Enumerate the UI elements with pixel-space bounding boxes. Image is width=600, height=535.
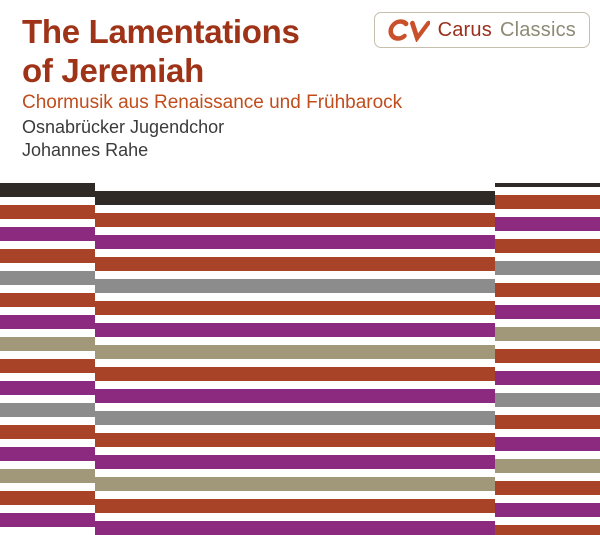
stripe-red [0,249,95,263]
stripe-purple [0,315,95,329]
stripe-purple [95,389,495,403]
title-line-2: of Jeremiah [22,52,204,89]
stripe-purple [495,437,600,451]
stripe-olive [0,337,95,351]
stripe-column-right [495,183,600,535]
stripe-red [495,239,600,253]
stripe-purple [495,217,600,231]
cv-monogram-icon [386,18,430,42]
stripe-dark [95,191,495,205]
stripe-red [95,301,495,315]
album-title: The Lamentations of Jeremiah [22,12,300,90]
stripe-gray [495,393,600,407]
stripe-column-left [0,183,95,535]
stripe-dark [0,183,95,197]
stripe-purple [95,235,495,249]
stripe-red [0,359,95,373]
stripe-red [495,349,600,363]
stripe-purple [95,323,495,337]
stripe-red [95,367,495,381]
stripe-red [95,433,495,447]
stripe-red [0,491,95,505]
logo-series-text: Classics [499,18,576,41]
stripe-olive [95,477,495,491]
stripe-gray [495,261,600,275]
stripe-purple [495,503,600,517]
carus-classics-logo: Carus Classics [373,12,590,48]
stripe-red [495,195,600,209]
stripe-olive [495,327,600,341]
stripe-purple [0,447,95,461]
stripe-olive [95,345,495,359]
stripe-purple [0,513,95,527]
stripe-red [95,213,495,227]
stripe-purple [495,371,600,385]
stripe-gray [95,411,495,425]
stripe-red [495,481,600,495]
logo-brand-text: Carus [437,18,492,41]
title-line-1: The Lamentations [22,13,300,50]
stripe-olive [0,469,95,483]
performer-ensemble: Osnabrücker Jugendchor [22,117,225,137]
stripe-purple [0,381,95,395]
stripe-gray [0,403,95,417]
album-subtitle: Chormusik aus Renaissance und Frühbarock [22,92,403,113]
stripe-artwork [0,183,600,535]
stripe-purple [95,521,495,535]
stripe-olive [495,459,600,473]
stripe-red [495,283,600,297]
stripe-red [95,499,495,513]
performer-conductor: Johannes Rahe [22,140,149,160]
stripe-red [95,257,495,271]
stripe-column-middle [95,183,495,535]
stripe-purple [0,227,95,241]
stripe-gray [95,279,495,293]
stripe-red [0,425,95,439]
stripe-gray [0,271,95,285]
performers: Osnabrücker Jugendchor Johannes Rahe [22,116,224,162]
stripe-red [495,415,600,429]
stripe-red [0,293,95,307]
stripe-purple [495,305,600,319]
stripe-purple [95,455,495,469]
stripe-dark [495,183,600,187]
stripe-red [0,205,95,219]
stripe-red [495,525,600,535]
